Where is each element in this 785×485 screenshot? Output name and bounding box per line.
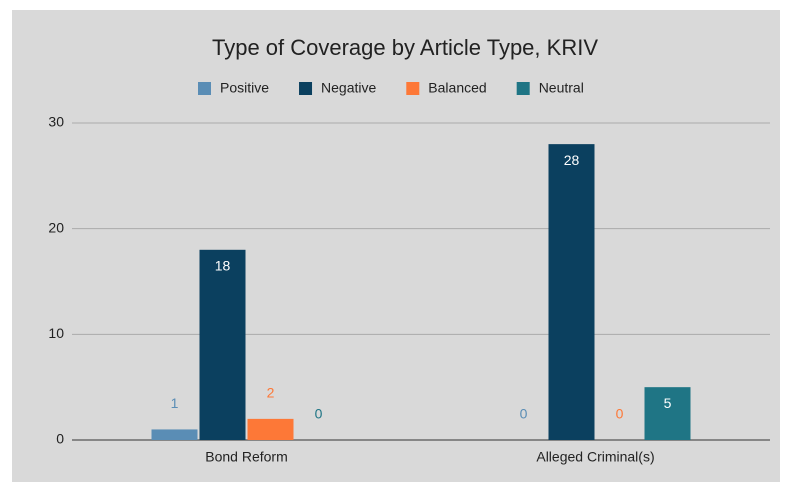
- chart-title: Type of Coverage by Article Type, KRIV: [212, 35, 598, 60]
- data-label: 1: [171, 395, 179, 411]
- bar: [151, 429, 198, 440]
- x-tick-label: Bond Reform: [205, 449, 287, 465]
- legend-label: Negative: [321, 80, 376, 96]
- data-label: 0: [616, 406, 624, 422]
- data-label: 5: [664, 395, 672, 411]
- legend-swatch: [198, 82, 211, 95]
- y-tick-label: 20: [48, 219, 64, 235]
- legend-label: Balanced: [428, 80, 486, 96]
- data-label: 0: [520, 406, 528, 422]
- legend-label: Positive: [220, 80, 269, 96]
- bar: [548, 144, 595, 440]
- data-label: 28: [564, 152, 580, 168]
- data-label: 18: [215, 258, 231, 274]
- legend-swatch: [406, 82, 420, 95]
- y-tick-label: 30: [48, 114, 64, 130]
- x-tick-label: Alleged Criminal(s): [536, 449, 654, 465]
- bar: [644, 387, 691, 440]
- legend-swatch: [516, 82, 530, 95]
- bar: [247, 418, 294, 440]
- legend-label: Neutral: [539, 80, 584, 96]
- data-label: 2: [267, 385, 275, 401]
- bar: [199, 249, 246, 440]
- y-tick-label: 0: [56, 431, 64, 447]
- data-label: 0: [315, 406, 323, 422]
- legend-swatch: [299, 82, 313, 95]
- y-tick-label: 10: [48, 325, 64, 341]
